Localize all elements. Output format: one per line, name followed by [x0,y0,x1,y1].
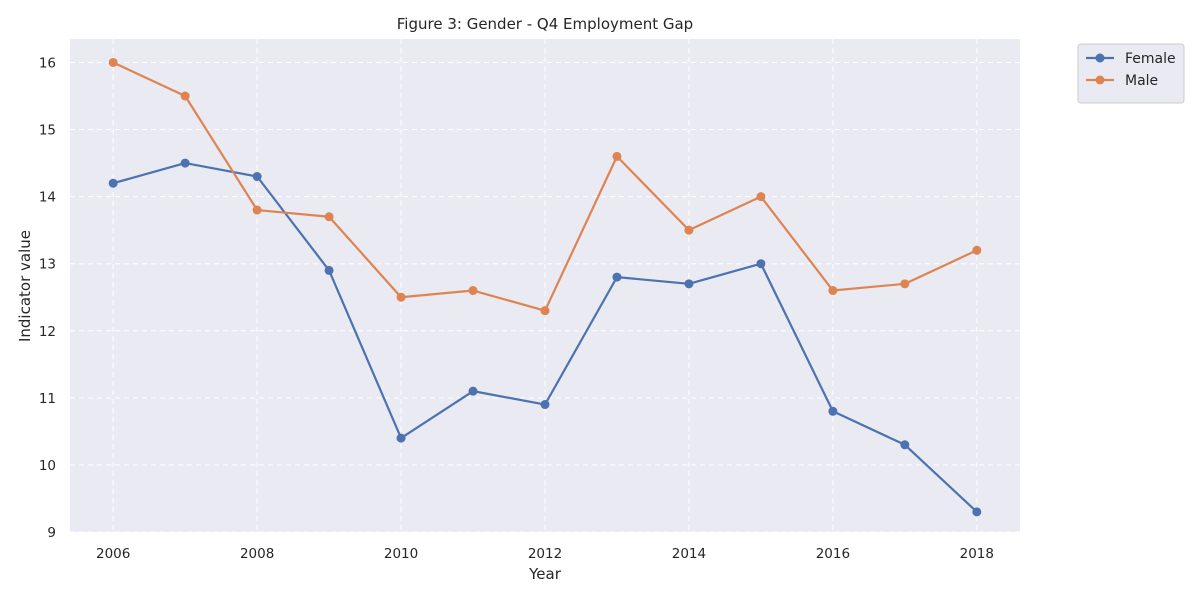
y-axis-label: Indicator value [16,230,34,342]
data-point-male [324,212,334,222]
y-tick-label: 13 [39,257,56,273]
x-tick-label: 2010 [384,546,418,562]
x-axis-ticks: 2006 2008 2010 2012 2014 2016 2018 [96,546,994,562]
data-point-female [108,178,118,188]
chart-title: Figure 3: Gender - Q4 Employment Gap [397,15,693,33]
data-point-female [612,272,622,282]
y-tick-label: 9 [47,525,56,541]
data-point-male [396,292,406,302]
data-point-male [180,91,190,101]
y-tick-label: 16 [39,55,56,71]
x-tick-label: 2016 [816,546,850,562]
data-point-female [684,279,694,289]
legend-label: Male [1125,73,1158,89]
x-tick-label: 2006 [96,546,130,562]
y-tick-label: 10 [39,458,56,474]
legend-marker [1095,75,1105,85]
data-point-female [468,386,478,396]
data-point-male [612,151,622,161]
data-point-male [540,306,550,316]
legend-label: Female [1125,51,1176,67]
data-point-male [108,57,118,67]
x-tick-label: 2018 [960,546,994,562]
x-tick-label: 2014 [672,546,706,562]
data-point-male [756,192,766,202]
data-point-female [396,433,406,443]
series-group [108,57,982,517]
data-point-female [180,158,190,168]
data-point-female [900,440,910,450]
legend-marker [1095,53,1105,63]
data-point-male [900,279,910,289]
data-point-female [324,265,334,275]
data-point-male [828,286,838,296]
x-tick-label: 2008 [240,546,274,562]
data-point-female [252,172,262,182]
y-tick-label: 12 [39,324,56,340]
data-point-male [252,205,262,215]
legend: Female Male [1077,43,1185,104]
x-axis-label: Year [528,565,562,583]
data-point-female [972,507,982,517]
data-point-female [828,406,838,416]
data-point-female [540,400,550,410]
x-tick-label: 2012 [528,546,562,562]
data-point-male [972,245,982,255]
data-point-male [468,286,478,296]
y-tick-label: 15 [39,123,56,139]
y-tick-label: 11 [39,391,56,407]
y-tick-label: 14 [39,190,56,206]
data-point-female [756,259,766,269]
data-point-male [684,225,694,235]
y-axis-ticks: 9 10 11 12 13 14 15 16 [39,55,56,541]
